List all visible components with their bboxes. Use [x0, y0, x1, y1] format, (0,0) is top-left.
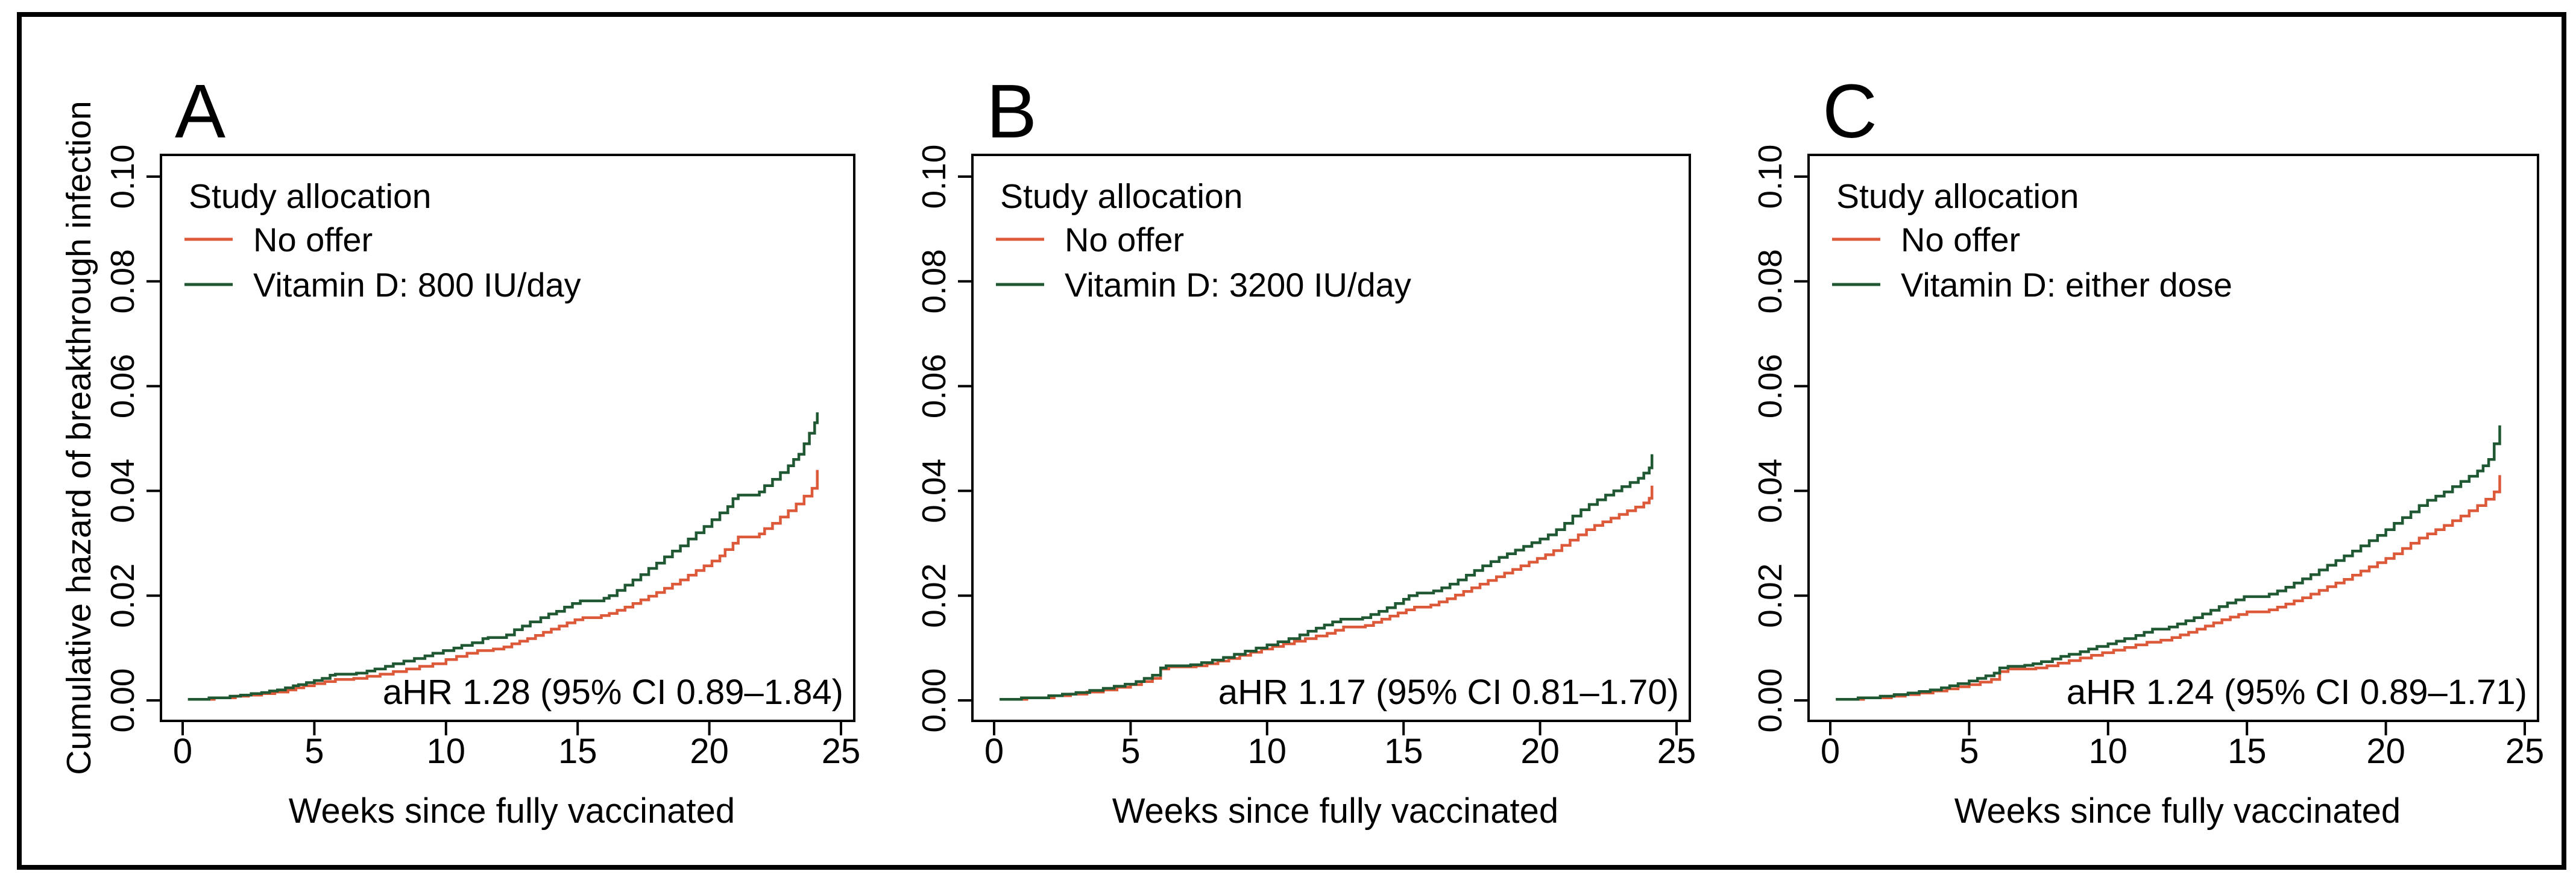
curve-vitamin-d: [1000, 454, 1654, 701]
x-tick-label: 15: [1384, 732, 1423, 771]
axes: 0.00 0.02 0.04 0.06 0.08 0.10 0 5 10 15 20 25: [104, 144, 860, 771]
x-tick-label: 0: [984, 732, 1004, 771]
y-tick-label: 0.02: [104, 564, 141, 628]
y-tick-label: 0.10: [104, 144, 141, 209]
x-axis-title: Weeks since fully vaccinated: [1112, 791, 1558, 831]
x-tick-label: 25: [822, 732, 861, 771]
legend-label-vitamin-d: Vitamin D: 3200 IU/day: [1065, 266, 1411, 304]
x-tick-label: 10: [427, 732, 466, 771]
curve-no-offer: [1000, 485, 1654, 701]
legend-label-no-offer: No offer: [1901, 221, 2020, 259]
plot-box: [160, 154, 855, 722]
x-tick-label: 25: [2505, 732, 2545, 771]
legend-title: Study allocation: [1000, 177, 1242, 216]
y-axis-title: Cumulative hazard of breakthrough infect…: [60, 101, 98, 775]
x-axis-title: Weeks since fully vaccinated: [289, 791, 735, 831]
legend-label-no-offer: No offer: [253, 221, 373, 259]
y-tick-label: 0.00: [915, 668, 953, 732]
ahr-annotation: aHR 1.24 (95% CI 0.89–1.71): [2067, 673, 2527, 712]
panel-c: 0.00 0.02 0.04 0.06 0.08 0.10 0 5 10 15 20 25 C Wee…: [1751, 69, 2544, 831]
legend-label-vitamin-d: Vitamin D: either dose: [1901, 266, 2232, 304]
y-tick-label: 0.10: [915, 144, 953, 209]
x-tick-label: 5: [1121, 732, 1140, 771]
legend-title: Study allocation: [1836, 177, 2079, 216]
y-tick-label: 0.04: [1751, 459, 1789, 523]
x-tick-label: 20: [1520, 732, 1560, 771]
curve-no-offer: [1836, 475, 2501, 701]
x-tick-label: 20: [2366, 732, 2405, 771]
x-tick-label: 15: [2228, 732, 2267, 771]
x-tick-label: 5: [1959, 732, 1979, 771]
panel-b: 0.00 0.02 0.04 0.06 0.08 0.10 0 5 10 15 20 25 B Wee…: [915, 69, 1696, 831]
x-axis-title: Weeks since fully vaccinated: [1954, 791, 2401, 831]
x-tick-label: 0: [173, 732, 192, 771]
panel-label: A: [175, 69, 225, 154]
legend-label-vitamin-d: Vitamin D: 800 IU/day: [253, 266, 581, 304]
legend-label-no-offer: No offer: [1065, 221, 1184, 259]
plot-box: [971, 154, 1691, 722]
y-tick-label: 0.08: [915, 249, 953, 313]
legend-title: Study allocation: [189, 177, 431, 216]
y-tick-label: 0.04: [915, 459, 953, 523]
panel-a: 0.00 0.02 0.04 0.06 0.08 0.10 0 5 10 15 20 25 A Cum…: [60, 69, 860, 831]
x-tick-label: 10: [1248, 732, 1287, 771]
curves: [996, 237, 1654, 701]
axes: 0.00 0.02 0.04 0.06 0.08 0.10 0 5 10 15 20 25: [915, 144, 1696, 771]
y-tick-label: 0.10: [1751, 144, 1789, 209]
y-tick-label: 0.00: [1751, 668, 1789, 732]
y-tick-label: 0.08: [1751, 249, 1789, 313]
x-tick-label: 0: [1821, 732, 1840, 771]
curves: [184, 237, 819, 701]
axes: 0.00 0.02 0.04 0.06 0.08 0.10 0 5 10 15 20 25: [1751, 144, 2544, 771]
y-tick-label: 0.06: [104, 354, 141, 418]
curves: [1832, 237, 2501, 701]
panel-label: C: [1822, 69, 1877, 154]
y-tick-label: 0.06: [915, 354, 953, 418]
ahr-annotation: aHR 1.28 (95% CI 0.89–1.84): [383, 673, 843, 712]
y-tick-label: 0.02: [1751, 564, 1789, 628]
x-tick-label: 10: [2089, 732, 2128, 771]
y-tick-label: 0.04: [104, 459, 141, 523]
curve-vitamin-d: [187, 412, 819, 701]
x-tick-label: 5: [304, 732, 324, 771]
x-tick-label: 15: [558, 732, 597, 771]
panel-label: B: [986, 69, 1037, 154]
x-tick-label: 25: [1657, 732, 1696, 771]
x-tick-label: 20: [690, 732, 729, 771]
y-tick-label: 0.02: [915, 564, 953, 628]
curve-no-offer: [187, 470, 819, 701]
y-tick-label: 0.00: [104, 668, 141, 732]
ahr-annotation: aHR 1.17 (95% CI 0.81–1.70): [1218, 673, 1679, 712]
plot-box: [1807, 154, 2539, 722]
y-tick-label: 0.06: [1751, 354, 1789, 418]
y-tick-label: 0.08: [104, 249, 141, 313]
curve-vitamin-d: [1836, 425, 2501, 701]
